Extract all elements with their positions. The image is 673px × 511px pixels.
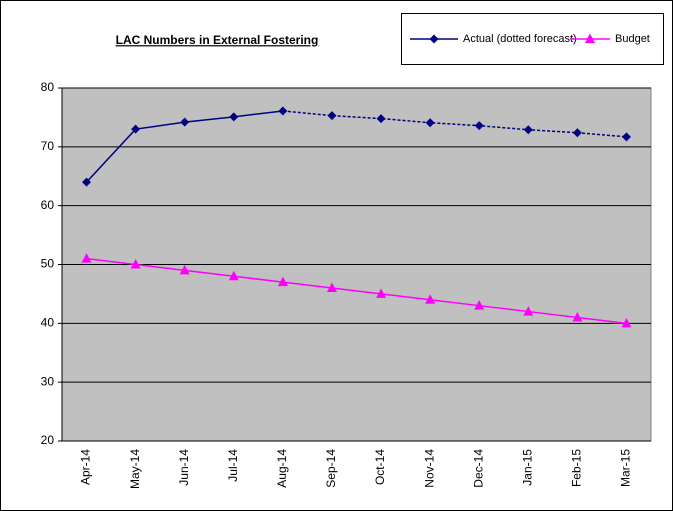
marker	[376, 114, 386, 124]
x-tick-label: Oct-14	[373, 449, 387, 485]
y-tick-label: 30	[41, 374, 55, 388]
marker	[326, 282, 337, 293]
marker	[429, 34, 439, 44]
y-tick-label: 20	[41, 433, 55, 447]
series-line	[282, 110, 627, 138]
marker	[621, 132, 631, 142]
marker	[425, 118, 435, 128]
x-tick-label: Feb-15	[570, 449, 584, 487]
x-tick-label: Nov-14	[422, 449, 436, 488]
series-line	[86, 257, 627, 325]
y-tick-label: 50	[41, 257, 55, 271]
chart-title: LAC Numbers in External Fostering	[116, 33, 319, 47]
x-tick-label: Jun-14	[177, 449, 191, 486]
x-tick-label: Dec-14	[471, 449, 485, 488]
x-tick-label: May-14	[128, 449, 142, 489]
marker	[572, 128, 582, 138]
y-tick-label: 80	[41, 80, 55, 94]
x-tick-label: Apr-14	[79, 449, 93, 485]
y-tick-label: 40	[41, 316, 55, 330]
marker	[82, 177, 92, 187]
marker	[228, 270, 239, 281]
marker	[376, 288, 387, 298]
marker	[130, 259, 141, 269]
legend-label: Budget	[615, 33, 650, 45]
x-tick-label: Mar-15	[619, 449, 633, 487]
marker	[327, 111, 337, 121]
marker	[278, 106, 288, 116]
marker	[621, 317, 632, 328]
marker	[179, 264, 190, 275]
marker	[572, 311, 583, 322]
x-tick-label: Jul-14	[226, 449, 240, 482]
marker	[229, 112, 239, 122]
y-tick-label: 70	[41, 139, 55, 153]
marker	[425, 294, 436, 304]
y-tick-label: 60	[41, 198, 55, 212]
marker	[131, 124, 141, 134]
legend-label: Actual (dotted forecast)	[463, 33, 577, 45]
marker	[277, 276, 288, 287]
marker	[585, 33, 595, 43]
marker	[474, 121, 484, 131]
marker	[474, 300, 485, 310]
marker	[180, 117, 190, 127]
marker	[523, 125, 533, 135]
x-tick-label: Jan-15	[520, 449, 534, 486]
marker	[523, 306, 534, 316]
x-tick-label: Sep-14	[324, 449, 338, 488]
x-tick-label: Aug-14	[275, 449, 289, 488]
marker	[81, 253, 92, 263]
